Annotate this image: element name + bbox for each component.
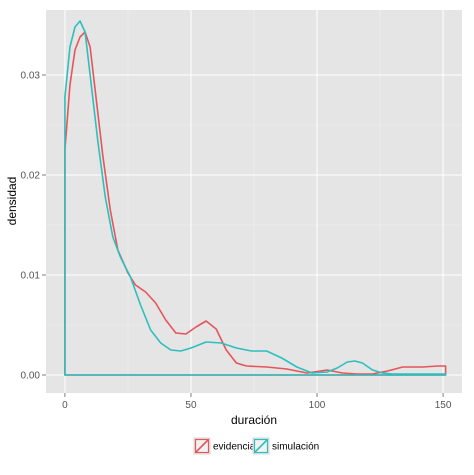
y-tick-label: 0.01	[21, 271, 41, 282]
legend-key-diagonal	[253, 438, 269, 454]
legend-label: simulación	[272, 442, 319, 453]
legend: evidencia simulación	[193, 437, 319, 455]
series-line-evidencia	[64, 31, 447, 376]
series-line-simulacion	[64, 20, 447, 376]
x-axis-title: duración	[231, 413, 277, 427]
y-axis-ticks: 0.00 0.01 0.02 0.03	[21, 71, 46, 382]
x-axis-ticks: 0 50 100 150	[62, 393, 452, 411]
y-axis-title: densidad	[5, 177, 19, 226]
legend-key-swatch	[253, 438, 269, 454]
series-lines	[64, 20, 447, 376]
y-tick-label: 0.02	[21, 171, 41, 182]
x-tick-label: 50	[185, 400, 197, 411]
x-tick-label: 100	[309, 400, 326, 411]
y-tick-label: 0.00	[21, 371, 41, 382]
legend-key-diagonal	[194, 438, 210, 454]
legend-label: evidencia	[213, 442, 256, 453]
x-tick-label: 150	[435, 400, 452, 411]
x-tick-label: 0	[62, 400, 68, 411]
y-tick-label: 0.03	[21, 71, 41, 82]
legend-key-swatch	[194, 438, 210, 454]
